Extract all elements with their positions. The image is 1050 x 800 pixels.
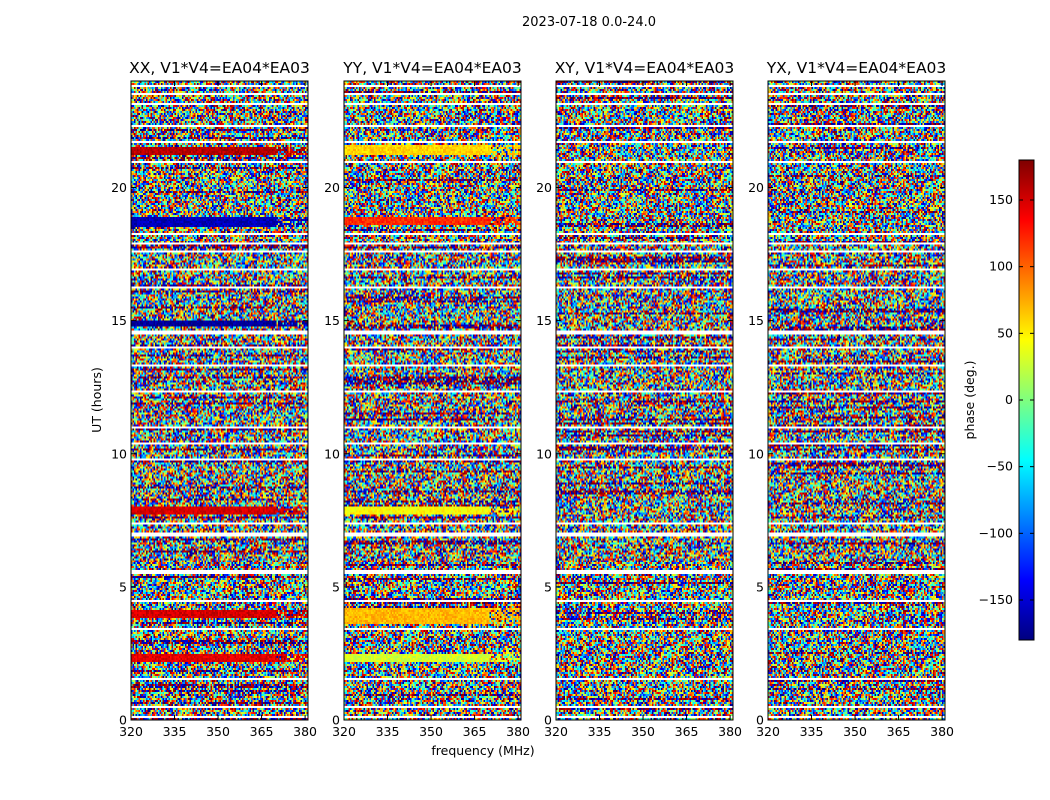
colorbar-tick-label: 150 (989, 192, 1013, 207)
panel-title: XX, V1*V4=EA04*EA03 (129, 59, 310, 77)
waterfall-image (131, 81, 308, 720)
panel-4: YX, V1*V4=EA04*EA03 320 335 350 365 380 0 5 10 15… (748, 59, 954, 739)
y-tick-label: 15 (536, 313, 552, 328)
x-tick-label: 320 (119, 724, 143, 739)
x-tick-label: 320 (544, 724, 568, 739)
y-tick-label: 15 (748, 313, 764, 328)
colorbar-label: phase (deg.) (962, 361, 977, 440)
y-tick-label: 0 (332, 713, 340, 728)
x-tick-label: 350 (206, 724, 230, 739)
y-tick-label: 15 (324, 313, 340, 328)
panel-frame (343, 80, 522, 721)
colorbar-tick-label: 100 (989, 259, 1013, 274)
panel-frame (555, 80, 734, 721)
y-tick-label: 5 (332, 579, 340, 594)
figure-title: 2023-07-18 0.0-24.0 (522, 15, 656, 30)
y-tick-label: 20 (324, 180, 340, 195)
x-tick-label: 380 (293, 724, 317, 739)
x-tick-label: 320 (756, 724, 780, 739)
y-tick-label: 10 (324, 446, 340, 461)
panel-2: YY, V1*V4=EA04*EA03 320 335 350 365 380 0 5 10 15… (324, 59, 530, 739)
waterfall-image (556, 81, 733, 720)
colorbar-tick-label: 50 (997, 325, 1013, 340)
colorbar: 150 100 50 0 −50 −100 −150 (979, 159, 1035, 641)
y-tick-label: 5 (756, 579, 764, 594)
panel-frame (130, 80, 309, 721)
panel-title: YX, V1*V4=EA04*EA03 (766, 59, 947, 77)
colorbar-tick-label: −100 (979, 525, 1013, 540)
x-tick-label: 365 (675, 724, 699, 739)
y-tick-label: 5 (119, 579, 127, 594)
x-tick-label: 335 (800, 724, 824, 739)
x-tick-label: 335 (376, 724, 400, 739)
x-tick-label: 350 (843, 724, 867, 739)
y-axis-label: UT (hours) (89, 367, 104, 433)
y-tick-label: 10 (748, 446, 764, 461)
x-tick-label: 335 (588, 724, 612, 739)
panels-group: XX, V1*V4=EA04*EA03 320 335 350 365 380 0 5 10 15… (111, 59, 954, 739)
panel-title: XY, V1*V4=EA04*EA03 (555, 59, 735, 77)
x-tick-label: 365 (887, 724, 911, 739)
x-tick-label: 380 (930, 724, 954, 739)
x-tick-label: 380 (506, 724, 530, 739)
panel-3: XY, V1*V4=EA04*EA03 320 335 350 365 380 0 5 10 15… (536, 59, 742, 739)
colorbar-tick-label: −50 (987, 459, 1013, 474)
y-tick-label: 10 (111, 446, 127, 461)
panel-1: XX, V1*V4=EA04*EA03 320 335 350 365 380 0 5 10 15… (111, 59, 317, 739)
waterfall-image (344, 81, 521, 720)
x-tick-label: 335 (163, 724, 187, 739)
y-tick-label: 10 (536, 446, 552, 461)
panel-frame (767, 80, 946, 721)
y-tick-label: 0 (544, 713, 552, 728)
y-tick-label: 20 (536, 180, 552, 195)
colorbar-tick-label: −150 (979, 592, 1013, 607)
y-tick-label: 5 (544, 579, 552, 594)
colorbar-tick-label: 0 (1005, 392, 1013, 407)
x-tick-label: 320 (332, 724, 356, 739)
x-tick-label: 350 (631, 724, 655, 739)
panel-title: YY, V1*V4=EA04*EA03 (342, 59, 521, 77)
y-tick-label: 0 (756, 713, 764, 728)
x-tick-label: 380 (718, 724, 742, 739)
y-tick-label: 20 (748, 180, 764, 195)
waterfall-image (768, 81, 945, 720)
x-axis-label: frequency (MHz) (431, 743, 534, 758)
y-tick-label: 0 (119, 713, 127, 728)
x-tick-label: 350 (419, 724, 443, 739)
x-tick-label: 365 (250, 724, 274, 739)
x-tick-label: 365 (463, 724, 487, 739)
y-tick-label: 15 (111, 313, 127, 328)
y-tick-label: 20 (111, 180, 127, 195)
